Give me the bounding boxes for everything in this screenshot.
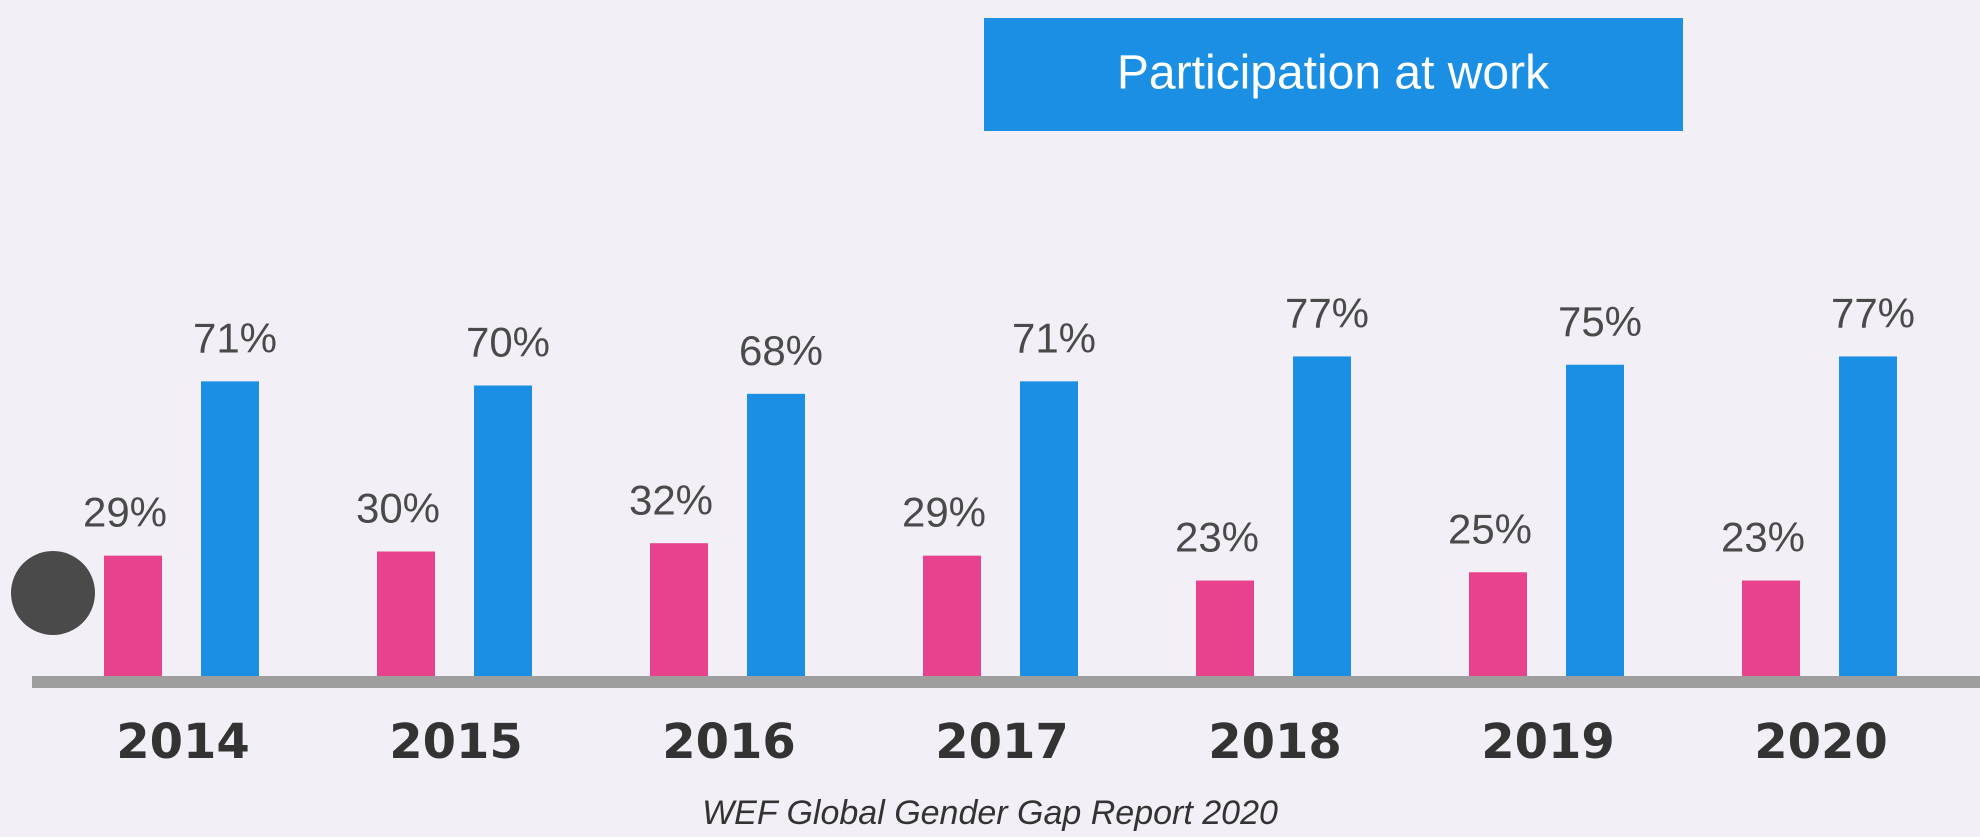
bar (104, 555, 162, 676)
x-tick-label: 2018 (1208, 714, 1342, 770)
bar (1566, 364, 1624, 676)
marker-dot (11, 551, 95, 635)
bar (474, 385, 532, 676)
value-label: 77% (1285, 290, 1369, 337)
bar (377, 551, 435, 676)
x-tick-label: 2019 (1481, 714, 1615, 770)
source: WEF Global Gender Gap Report 2020 (702, 794, 1278, 832)
bar (923, 555, 981, 676)
value-label: 29% (83, 489, 167, 536)
value-label: 30% (356, 485, 440, 532)
value-label: 23% (1175, 514, 1259, 561)
bar (1742, 580, 1800, 676)
value-label: 23% (1721, 514, 1805, 561)
x-tick-label: 2015 (389, 714, 523, 770)
value-label: 32% (629, 476, 713, 523)
value-label: 25% (1448, 505, 1532, 552)
value-label: 68% (739, 327, 823, 374)
value-label: 71% (193, 314, 277, 361)
value-label: 77% (1831, 290, 1915, 337)
bar (1020, 381, 1078, 676)
value-label: 70% (466, 319, 550, 366)
x-tick-label: 2016 (662, 714, 796, 770)
value-label: 75% (1558, 298, 1642, 345)
x-tick-label: 2017 (935, 714, 1069, 770)
bar (1839, 356, 1897, 676)
bar (201, 381, 259, 676)
bar (650, 543, 708, 676)
title-box (984, 18, 1683, 131)
x-tick-label: 2020 (1754, 714, 1888, 770)
x-tick-label: 2014 (116, 714, 250, 770)
chart-title: Participation at work (1117, 47, 1550, 100)
bar (1196, 580, 1254, 676)
value-label: 29% (902, 489, 986, 536)
bar (1469, 572, 1527, 676)
value-label: 71% (1012, 314, 1096, 361)
bar (747, 393, 805, 676)
bar (1293, 356, 1351, 676)
baseline (32, 676, 1980, 688)
